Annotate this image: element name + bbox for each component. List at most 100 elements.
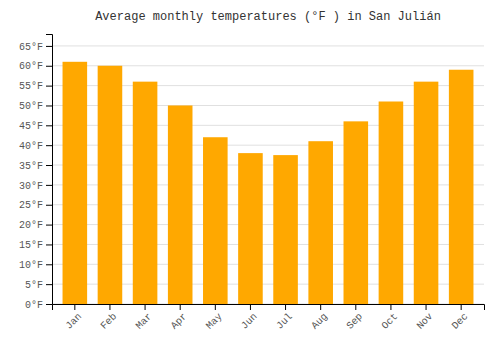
tick: 25°F xyxy=(19,200,52,211)
tick-label: Sep xyxy=(344,311,365,332)
tick-mark xyxy=(46,86,52,87)
chart: 0°F 5°F 10°F 15°F 20°F 25°F 30°F 35°F 40°F 45°F 50… xyxy=(0,0,500,350)
tick-mark xyxy=(250,304,251,310)
tick: 5°F xyxy=(25,280,52,291)
tick-label: Apr xyxy=(169,311,190,332)
tick: Apr xyxy=(169,304,190,332)
grid-line xyxy=(52,45,484,46)
tick-label: 5°F xyxy=(25,280,43,291)
bar xyxy=(63,62,88,304)
tick-label: 45°F xyxy=(19,121,43,132)
tick-mark xyxy=(46,205,52,206)
grid xyxy=(52,46,484,304)
tick: Dec xyxy=(450,304,471,332)
tick-mark xyxy=(46,66,52,67)
tick-label: Mar xyxy=(134,311,155,332)
bar xyxy=(98,66,123,304)
tick-mark xyxy=(320,304,321,310)
tick: Jan xyxy=(64,304,85,332)
tick-label: 0°F xyxy=(25,300,43,311)
bar xyxy=(238,153,263,304)
tick: Feb xyxy=(99,304,120,332)
tick-label: Oct xyxy=(380,311,401,332)
tick-mark xyxy=(390,304,391,310)
plot: 0°F 5°F 10°F 15°F 20°F 25°F 30°F 35°F 40°F 45°F 50… xyxy=(19,35,485,332)
tick-label: 50°F xyxy=(19,101,43,112)
tick-mark xyxy=(46,185,52,186)
tick: May xyxy=(204,304,225,332)
tick-label: Jun xyxy=(239,311,260,332)
tick-mark xyxy=(109,304,110,310)
tick: 15°F xyxy=(19,240,52,251)
tick: Sep xyxy=(344,304,365,332)
tick-mark xyxy=(46,264,52,265)
tick-mark xyxy=(426,304,427,310)
tick: 20°F xyxy=(19,220,52,231)
tick: 45°F xyxy=(19,121,52,132)
tick-label: 55°F xyxy=(19,81,43,92)
tick: 55°F xyxy=(19,81,52,92)
tick-mark xyxy=(46,304,52,305)
tick: Jul xyxy=(274,304,295,332)
tick-label: Jan xyxy=(64,311,85,332)
tick-label: 25°F xyxy=(19,200,43,211)
tick-label: Feb xyxy=(99,311,120,332)
tick-mark xyxy=(46,225,52,226)
tick: 50°F xyxy=(19,101,52,112)
tick-label: 30°F xyxy=(19,181,43,192)
bars xyxy=(63,62,474,304)
tick-mark xyxy=(46,165,52,166)
axis-line xyxy=(46,35,53,305)
tick-label: 60°F xyxy=(19,61,43,72)
tick-label: Dec xyxy=(450,311,471,332)
tick-label: May xyxy=(204,311,225,332)
tick: Jun xyxy=(239,304,260,332)
tick-mark xyxy=(46,284,52,285)
tick-label: 35°F xyxy=(19,161,43,172)
tick-mark xyxy=(180,304,181,310)
y-axis: 0°F 5°F 10°F 15°F 20°F 25°F 30°F 35°F 40°F 45°F 50… xyxy=(19,35,53,311)
tick: Nov xyxy=(415,304,436,332)
tick: 30°F xyxy=(19,181,52,192)
bar xyxy=(133,82,158,304)
tick-mark xyxy=(46,244,52,245)
tick: 0°F xyxy=(25,300,52,311)
bar xyxy=(379,102,404,305)
tick-label: Nov xyxy=(415,311,436,332)
tick-mark xyxy=(355,304,356,310)
bar xyxy=(273,155,298,304)
tick: 35°F xyxy=(19,161,52,172)
tick-label: Jul xyxy=(274,311,295,332)
axis-line xyxy=(53,305,485,311)
tick: 65°F xyxy=(19,42,52,53)
tick: Aug xyxy=(309,304,330,332)
tick: 60°F xyxy=(19,61,52,72)
bar xyxy=(203,137,228,304)
tick-mark xyxy=(46,125,52,126)
x-axis: Jan Feb Mar Apr May Jun Jul Aug Sep Oct Nov Dec xyxy=(53,304,485,332)
tick: Mar xyxy=(134,304,155,332)
title: Average monthly temperatures (°F ) in Sa… xyxy=(95,10,441,24)
tick-label: 10°F xyxy=(19,260,43,271)
tick: 40°F xyxy=(19,141,52,152)
tick-mark xyxy=(46,145,52,146)
tick-label: 20°F xyxy=(19,220,43,231)
tick-label: 65°F xyxy=(19,42,43,53)
tick: Oct xyxy=(380,304,401,332)
bar xyxy=(414,82,439,304)
tick-label: Aug xyxy=(309,311,330,332)
tick-mark xyxy=(46,105,52,106)
bar xyxy=(308,141,333,304)
tick-label: 40°F xyxy=(19,141,43,152)
tick-mark xyxy=(215,304,216,310)
bar xyxy=(344,121,369,304)
bar xyxy=(449,70,474,304)
tick-mark xyxy=(461,304,462,310)
tick-mark xyxy=(285,304,286,310)
tick-mark xyxy=(74,304,75,310)
tick: 10°F xyxy=(19,260,52,271)
tick-mark xyxy=(46,46,52,47)
bar xyxy=(168,105,193,304)
tick-label: 15°F xyxy=(19,240,43,251)
tick-mark xyxy=(145,304,146,310)
